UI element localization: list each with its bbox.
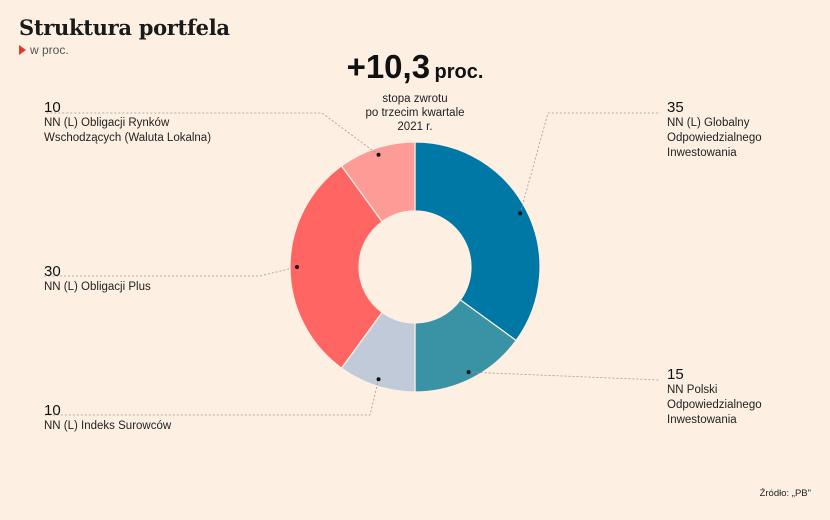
leader-dot bbox=[376, 152, 381, 157]
slice-name-line: NN Polski bbox=[667, 384, 718, 396]
slice-label-rynkow-wschodzacych: 10 NN (L) Obligacji Rynków Wschodzących … bbox=[44, 99, 211, 146]
donut-slice bbox=[340, 141, 416, 223]
donut-slice bbox=[414, 141, 541, 342]
slice-value: 10 bbox=[44, 402, 61, 419]
donut-slice bbox=[289, 165, 383, 369]
leader-line bbox=[519, 112, 660, 214]
leader-dot bbox=[466, 370, 471, 375]
headline-note-line: 2021 r. bbox=[397, 121, 433, 133]
red-triangle-icon bbox=[19, 45, 26, 55]
headline-return: +10,3 proc. bbox=[300, 48, 530, 86]
slice-value: 10 bbox=[44, 99, 61, 116]
source-note: Źródło: „PB" bbox=[759, 488, 811, 499]
leader-dot bbox=[518, 211, 523, 216]
slice-name-line: Inwestowania bbox=[667, 147, 737, 159]
unit-label: w proc. bbox=[30, 43, 69, 57]
slice-name-line: Odpowiedzialnego bbox=[667, 399, 762, 411]
slice-label-surowcow: 10 NN (L) Indeks Surowców bbox=[44, 402, 171, 434]
slice-name-line: Odpowiedzialnego bbox=[667, 132, 762, 144]
slice-name-line: NN (L) Obligacji Rynków bbox=[44, 117, 170, 129]
leader-dot bbox=[376, 377, 381, 382]
headline-value: +10,3 bbox=[346, 48, 431, 85]
slice-value: 30 bbox=[44, 263, 61, 280]
headline-note-line: stopa zwrotu bbox=[382, 93, 448, 105]
chart-title: Struktura portfela bbox=[19, 15, 230, 40]
leader-line bbox=[44, 379, 379, 416]
headline-unit: proc. bbox=[434, 61, 484, 83]
leader-line bbox=[44, 266, 298, 277]
slice-name-line: NN (L) Obligacji Plus bbox=[44, 281, 151, 293]
slice-name-line: Wschodzących (Waluta Lokalna) bbox=[44, 132, 212, 144]
slice-label-polski: 15 NN Polski Odpowiedzialnego Inwestowan… bbox=[667, 366, 762, 428]
slice-name-line: Inwestowania bbox=[667, 414, 737, 426]
slice-value: 15 bbox=[667, 366, 684, 383]
slice-name-line: NN (L) Indeks Surowców bbox=[44, 420, 172, 432]
chart-subtitle: w proc. bbox=[19, 43, 69, 57]
headline-note: stopa zwrotu po trzecim kwartale 2021 r. bbox=[300, 92, 530, 134]
slice-label-obligacji-plus: 30 NN (L) Obligacji Plus bbox=[44, 263, 151, 295]
slice-label-globalny: 35 NN (L) Globalny Odpowiedzialnego Inwe… bbox=[667, 99, 762, 161]
leader-line bbox=[468, 371, 661, 381]
leader-dot bbox=[295, 265, 299, 269]
slice-name-line: NN (L) Globalny bbox=[667, 117, 750, 129]
slice-value: 35 bbox=[667, 99, 684, 116]
headline-note-line: po trzecim kwartale bbox=[365, 107, 465, 119]
